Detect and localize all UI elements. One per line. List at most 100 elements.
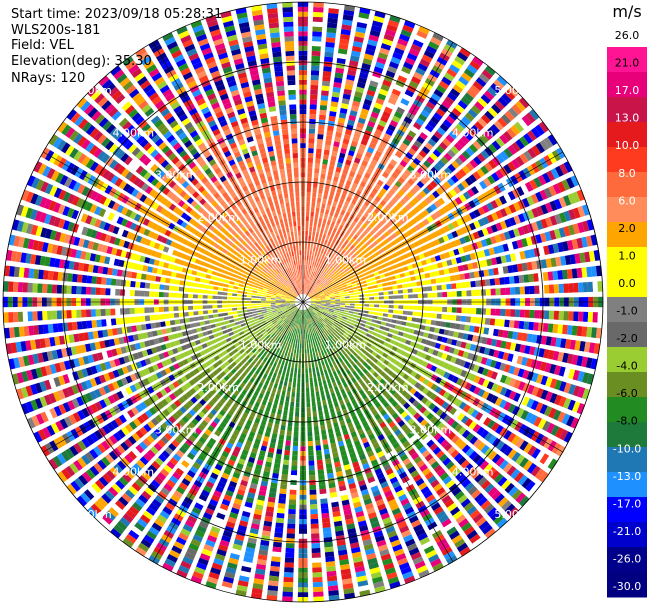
velocity-gate-cell [558, 366, 566, 377]
velocity-gate-cell [420, 177, 428, 185]
velocity-gate-cell [311, 322, 315, 328]
velocity-gate-cell [412, 438, 421, 447]
velocity-gate-cell [475, 280, 481, 287]
velocity-gate-cell [312, 266, 316, 272]
velocity-gate-cell [547, 458, 558, 470]
velocity-gate-cell [414, 224, 422, 231]
velocity-gate-cell [348, 287, 354, 291]
velocity-gate-cell [362, 259, 368, 265]
velocity-gate-cell [312, 567, 322, 573]
velocity-gate-cell [280, 479, 288, 485]
velocity-gate-cell [505, 287, 511, 295]
velocity-gate-cell [292, 342, 295, 349]
velocity-gate-cell [376, 230, 383, 237]
velocity-gate-cell [376, 333, 383, 339]
velocity-gate-cell [312, 246, 316, 252]
velocity-gate-cell [331, 96, 340, 103]
velocity-gate-cell [341, 355, 346, 361]
velocity-gate-cell [397, 38, 409, 47]
velocity-gate-cell [402, 266, 409, 272]
velocity-gate-cell [503, 446, 513, 457]
velocity-gate-cell [308, 313, 311, 319]
velocity-gate-cell [372, 357, 379, 364]
velocity-gate-cell [389, 476, 399, 485]
velocity-gate-cell [454, 358, 462, 366]
velocity-gate-cell [393, 295, 399, 299]
velocity-gate-cell [311, 271, 314, 277]
velocity-gate-cell [351, 253, 357, 259]
velocity-gate-cell [361, 249, 367, 256]
velocity-gate-cell [407, 418, 415, 426]
velocity-gate-cell [322, 233, 327, 240]
velocity-gate-cell [368, 243, 375, 250]
velocity-gate-cell [380, 335, 387, 341]
velocity-gate-cell [412, 474, 422, 483]
velocity-gate-cell [390, 275, 396, 281]
velocity-gate-cell [503, 401, 512, 411]
velocity-gate-cell [463, 92, 474, 103]
velocity-gate-cell [374, 275, 381, 280]
velocity-gate-cell [540, 389, 549, 400]
velocity-gate-cell [380, 409, 387, 417]
velocity-gate-cell [312, 21, 323, 28]
velocity-gate-cell [310, 305, 315, 309]
velocity-gate-cell [330, 302, 336, 305]
velocity-gate-cell [322, 399, 327, 406]
velocity-gate-cell [311, 276, 315, 282]
velocity-gate-cell [425, 45, 437, 55]
velocity-gate-cell [363, 211, 370, 218]
velocity-gate-cell [371, 187, 379, 195]
velocity-gate-cell [310, 305, 315, 308]
velocity-gate-cell [523, 442, 533, 454]
velocity-gate-cell [358, 288, 364, 292]
velocity-gate-cell [283, 572, 294, 578]
velocity-gate-cell [343, 88, 352, 96]
velocity-gate-cell [343, 358, 349, 365]
velocity-gate-cell [319, 334, 323, 340]
velocity-gate-cell [338, 310, 344, 314]
velocity-gate-cell [465, 447, 475, 457]
velocity-gate-cell [382, 413, 390, 421]
velocity-gate-cell [507, 353, 514, 362]
velocity-gate-cell [346, 196, 352, 203]
velocity-gate-cell [325, 324, 330, 329]
velocity-gate-cell [339, 305, 345, 308]
velocity-gate-cell [462, 264, 469, 271]
velocity-gate-cell [456, 51, 469, 62]
velocity-gate-cell [558, 396, 567, 408]
velocity-gate-cell [448, 130, 458, 140]
velocity-gate-cell [378, 248, 385, 254]
velocity-gate-cell [340, 299, 346, 301]
velocity-gate-cell [338, 312, 344, 316]
velocity-gate-cell [483, 503, 495, 514]
velocity-gate-cell [376, 450, 385, 458]
velocity-gate-cell [321, 507, 329, 514]
velocity-gate-cell [353, 95, 362, 103]
velocity-gate-cell [309, 306, 314, 311]
velocity-gate-cell [372, 267, 378, 273]
velocity-gate-cell [490, 236, 497, 245]
velocity-gate-cell [502, 462, 513, 473]
velocity-gate-cell [328, 271, 334, 277]
velocity-gate-cell [514, 121, 525, 133]
velocity-gate-cell [568, 384, 576, 395]
velocity-gate-cell [306, 191, 311, 197]
velocity-gate-cell [305, 382, 309, 388]
velocity-gate-cell [276, 373, 281, 380]
velocity-gate-cell [321, 168, 327, 175]
velocity-gate-cell [415, 403, 423, 411]
velocity-gate-cell [284, 450, 291, 456]
velocity-gate-cell [504, 89, 516, 101]
velocity-gate-cell [361, 420, 369, 428]
velocity-gate-cell [358, 389, 365, 396]
velocity-gate-cell [345, 229, 352, 235]
velocity-gate-cell [349, 308, 355, 311]
velocity-gate-cell [325, 556, 335, 563]
velocity-gate-cell [352, 136, 360, 143]
velocity-gate-cell [333, 329, 339, 335]
velocity-gate-cell [396, 320, 402, 325]
velocity-gate-cell [344, 4, 356, 12]
velocity-gate-cell [318, 323, 323, 329]
velocity-gate-cell [282, 591, 293, 597]
velocity-gate-cell [316, 319, 321, 324]
